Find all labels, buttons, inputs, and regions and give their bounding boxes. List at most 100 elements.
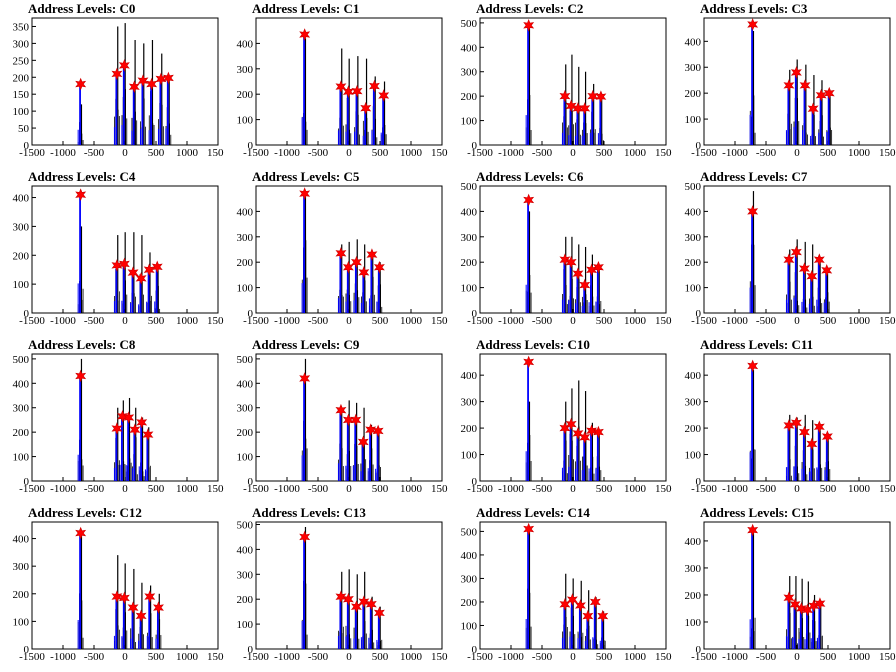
y-tick-label: 100 [685, 450, 702, 462]
chart-title: Address Levels: C0 [28, 1, 135, 16]
y-tick-label: 400 [237, 544, 254, 556]
y-tick-label: 0 [472, 644, 478, 656]
x-tick-label: -1500 [691, 147, 717, 159]
x-tick-label: 500 [148, 147, 165, 159]
y-tick-label: 0 [24, 644, 30, 656]
y-tick-label: 200 [461, 257, 478, 269]
y-tick-label: 0 [696, 476, 702, 488]
peak-marker [813, 420, 825, 434]
chart-panel-c4: Address Levels: C4 0 100 200 300 400 -1500 -100… [0, 168, 225, 336]
chart-svg: Address Levels: C5 0 100 200 300 400 -1500 -100… [237, 169, 449, 327]
x-tick-label: -1500 [691, 315, 717, 327]
x-tick-label: 1500 [431, 651, 448, 663]
x-tick-label: 1000 [624, 147, 647, 159]
peak-marker [365, 597, 377, 611]
y-tick-label: 200 [237, 257, 254, 269]
chart-panel-c3: Address Levels: C3 0 100 200 300 400 -1500 -100… [672, 0, 896, 168]
y-tick-label: 100 [13, 616, 30, 628]
chart-title: Address Levels: C5 [252, 169, 360, 184]
peak-marker [559, 89, 571, 103]
chart-panel-c14: Address Levels: C14 0 100 200 300 400 500 -1500… [448, 504, 673, 672]
y-tick-label: 400 [237, 378, 254, 390]
chart-title: Address Levels: C10 [476, 337, 590, 352]
x-tick-label: 0 [794, 483, 800, 495]
x-tick-label: 1500 [207, 651, 224, 663]
x-tick-label: -1500 [691, 483, 717, 495]
y-tick-label: 300 [13, 561, 30, 573]
y-tick-label: 300 [237, 569, 254, 581]
y-tick-label: 100 [685, 283, 702, 295]
x-tick-label: 1000 [176, 651, 199, 663]
x-tick-label: -1000 [274, 483, 300, 495]
peak-marker [587, 89, 599, 103]
y-tick-label: 300 [685, 62, 702, 74]
x-tick-label: 0 [346, 483, 352, 495]
x-tick-label: 1000 [848, 147, 871, 159]
peak-marker [747, 205, 759, 218]
y-tick-label: 100 [237, 115, 254, 127]
peak-marker [790, 416, 802, 430]
y-tick-label: 400 [13, 378, 30, 390]
peak-marker [378, 89, 390, 102]
peak-marker [111, 590, 123, 603]
x-tick-label: 1000 [176, 315, 199, 327]
peak-marker [789, 598, 801, 611]
chart-title: Address Levels: C15 [700, 505, 814, 520]
y-tick-label: 100 [13, 106, 30, 118]
peak-marker [360, 101, 372, 115]
y-tick-label: 200 [685, 590, 702, 602]
chart-svg: Address Levels: C0 0 50 100 150 200 250 300 350 -… [13, 1, 225, 159]
x-tick-label: 0 [570, 315, 576, 327]
chart-panel-c6: Address Levels: C6 0 100 200 300 400 500 -1500-… [448, 168, 673, 336]
x-tick-label: -1000 [50, 315, 76, 327]
peak-marker [299, 187, 311, 200]
x-tick-label: 500 [596, 483, 613, 495]
x-tick-label: -500 [308, 483, 329, 495]
chart-svg: Address Levels: C3 0 100 200 300 400 -1500 -100… [685, 1, 896, 159]
y-tick-label: 100 [13, 279, 30, 291]
y-tick-label: 300 [13, 38, 30, 50]
x-tick-label: 0 [794, 315, 800, 327]
y-tick-label: 200 [13, 250, 30, 262]
x-tick-label: -1500 [19, 483, 45, 495]
x-tick-label: -500 [756, 651, 777, 663]
peak-marker [342, 592, 354, 606]
y-tick-label: 400 [461, 550, 478, 562]
y-tick-label: 300 [461, 397, 478, 409]
x-tick-label: 500 [820, 315, 837, 327]
y-tick-label: 300 [237, 403, 254, 415]
y-tick-label: 400 [13, 534, 30, 546]
peak-marker [299, 372, 311, 385]
x-tick-label: -500 [756, 315, 777, 327]
chart-title: Address Levels: C2 [476, 1, 583, 16]
peak-marker [111, 67, 123, 81]
x-tick-label: 0 [346, 147, 352, 159]
chart-panel-c8: Address Levels: C8 0 100 200 300 400 500 -1500-… [0, 336, 225, 504]
y-tick-label: 500 [237, 519, 254, 531]
peak-marker [162, 71, 174, 85]
peak-marker [523, 19, 535, 32]
peak-marker [118, 257, 130, 271]
y-tick-label: 500 [461, 181, 478, 193]
x-tick-label: -1000 [274, 651, 300, 663]
x-tick-label: 500 [148, 315, 165, 327]
chart-title: Address Levels: C9 [252, 337, 360, 352]
peak-marker [790, 245, 802, 259]
y-tick-label: 300 [13, 221, 30, 233]
x-tick-label: -1500 [467, 651, 493, 663]
y-tick-label: 500 [461, 18, 478, 30]
chart-panel-c2: Address Levels: C2 0 100 200 300 400 500 -1500-… [448, 0, 673, 168]
y-tick-label: 0 [696, 308, 702, 320]
y-tick-label: 400 [13, 193, 30, 205]
x-tick-label: 1000 [848, 315, 871, 327]
y-tick-label: 400 [685, 206, 702, 218]
peak-marker [574, 599, 586, 612]
peak-marker [151, 260, 163, 274]
chart-title: Address Levels: C3 [700, 1, 808, 16]
x-tick-label: -1000 [274, 147, 300, 159]
chart-panel-c13: Address Levels: C13 0 100 200 300 400 500 -1500… [224, 504, 449, 672]
peak-marker [136, 416, 148, 429]
peak-marker [790, 66, 802, 79]
peak-marker [128, 80, 140, 94]
y-tick-label: 100 [461, 450, 478, 462]
